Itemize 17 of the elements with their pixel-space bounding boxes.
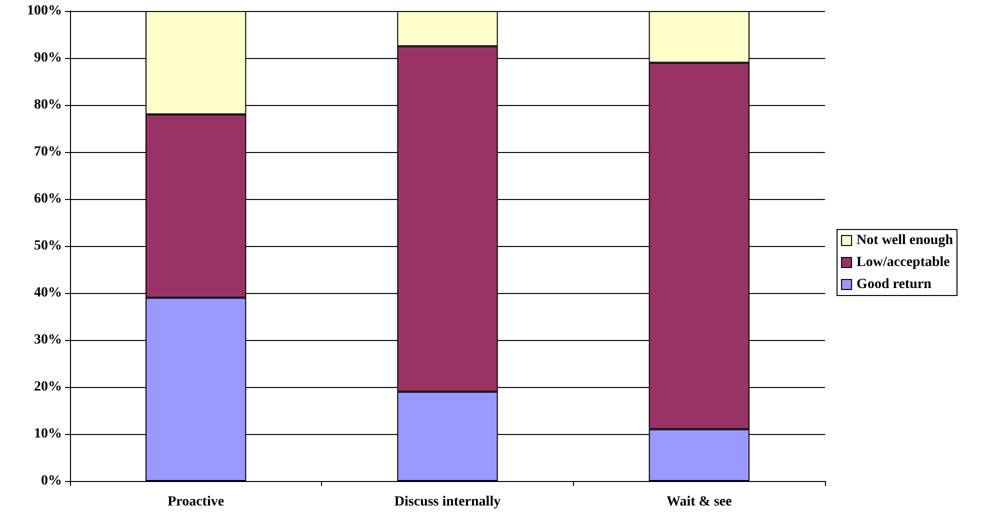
legend-label: Low/acceptable: [856, 255, 950, 270]
x-tick-label: Proactive: [168, 494, 224, 510]
x-tick-label: Discuss internally: [394, 494, 501, 510]
y-tick-label: 70%: [34, 144, 62, 160]
x-tick-label: Wait & see: [666, 494, 732, 510]
y-tick-label: 90%: [34, 50, 62, 66]
y-tick-label: 40%: [34, 286, 62, 300]
y-tick-label: 0%: [41, 474, 62, 488]
legend-label: Not well enough: [856, 233, 954, 248]
y-tick-label: 60%: [34, 192, 62, 206]
y-tick-label: 50%: [34, 238, 62, 254]
y-tick-label: 100%: [27, 4, 62, 18]
y-tick-label: 20%: [34, 380, 62, 394]
y-tick-label: 80%: [34, 98, 62, 112]
legend-label: Good return: [856, 277, 932, 292]
y-tick-label: 30%: [34, 332, 62, 348]
y-tick-label: 10%: [34, 426, 62, 442]
